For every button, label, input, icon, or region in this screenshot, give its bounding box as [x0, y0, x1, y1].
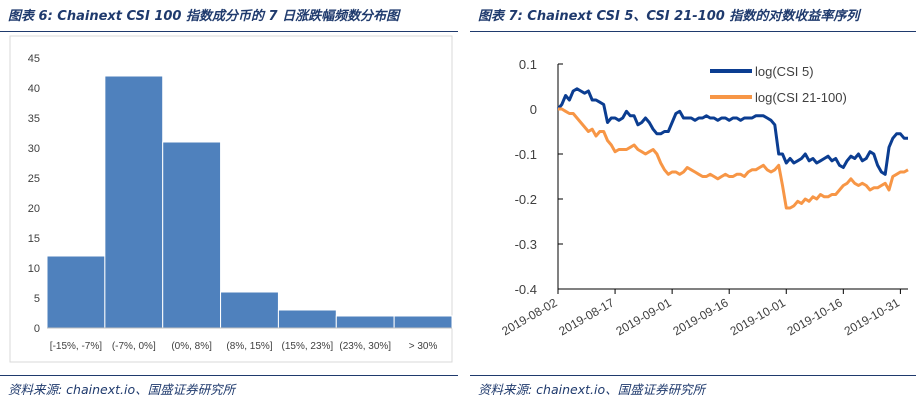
histogram-bar: [104, 75, 164, 329]
y-tick-label: 0.1: [519, 57, 537, 72]
histogram-bar: [162, 141, 222, 329]
y-tick-label: 0: [530, 102, 537, 117]
histogram-bar: [393, 315, 453, 329]
x-tick-label: [-15%, -7%]: [50, 341, 102, 352]
x-tick-label: 2019-10-16: [785, 295, 845, 338]
x-tick-label: 2019-08-17: [556, 295, 616, 338]
log-return-source: 资料来源: chainext.io、国盛证券研究所: [478, 382, 706, 397]
y-tick-label: 10: [28, 263, 40, 275]
title-rule: [470, 31, 916, 32]
x-tick-label: > 30%: [409, 341, 438, 352]
histogram-bar: [220, 291, 279, 329]
x-tick-label: 2019-08-02: [499, 295, 559, 338]
y-tick-label: 35: [28, 113, 40, 125]
histogram-figure-title: 图表 6: Chainext CSI 100 指数成分币的 7 日涨跌幅频数分布…: [8, 9, 400, 24]
y-tick-label: 0: [34, 323, 40, 335]
title-rule: [0, 31, 458, 32]
y-tick-label: -0.4: [515, 282, 537, 297]
histogram-chart: 0 5 10 15 20 25 30 35 40 45 [-15%, -7%] (-7%, 0%] (0…: [9, 35, 453, 363]
x-tick-label: (8%, 15%]: [226, 341, 272, 352]
x-tick-label: (15%, 23%]: [282, 341, 334, 352]
histogram-bar: [46, 255, 106, 329]
x-tick-label: 2019-09-01: [613, 295, 673, 338]
log-return-figure-title: 图表 7: Chainext CSI 5、CSI 21-100 指数的对数收益率…: [478, 9, 860, 24]
x-tick-label: (23%, 30%]: [339, 341, 391, 352]
log-return-chart: 0.1 0 -0.1 -0.2 -0.3 -0.42019-08-022019-08-17…: [499, 57, 909, 338]
bottom-rule: [0, 375, 458, 376]
y-tick-label: 5: [34, 293, 40, 305]
bottom-rule: [470, 375, 916, 376]
x-tick-label: 2019-09-16: [671, 295, 731, 338]
x-tick-label: (-7%, 0%]: [112, 341, 156, 352]
plot-frame: [9, 35, 453, 363]
y-tick-label: 15: [28, 233, 40, 245]
y-tick-label: -0.2: [515, 192, 537, 207]
y-tick-label: 40: [28, 83, 40, 95]
legend-label: log(CSI 5): [755, 64, 814, 79]
y-tick-label: -0.3: [515, 237, 537, 252]
histogram-bar: [277, 309, 337, 329]
histogram-source: 资料来源: chainext.io、国盛证券研究所: [8, 382, 236, 397]
x-tick-label: 2019-10-01: [728, 295, 788, 338]
csi21-100-line: [558, 107, 909, 210]
histogram-panel: 图表 6: Chainext CSI 100 指数成分币的 7 日涨跌幅频数分布…: [0, 9, 458, 397]
csi5-line: [556, 87, 908, 176]
x-tick-label: 2019-10-31: [842, 295, 902, 338]
y-tick-label: 30: [28, 143, 40, 155]
y-tick-label: 25: [28, 173, 40, 185]
y-tick-label: 45: [28, 53, 40, 65]
legend-label: log(CSI 21-100): [755, 90, 847, 105]
x-tick-label: (0%, 8%]: [171, 341, 212, 352]
y-tick-label: -0.1: [515, 147, 537, 162]
log-return-panel: 图表 7: Chainext CSI 5、CSI 21-100 指数的对数收益率…: [470, 0, 916, 403]
histogram-bar: [335, 315, 395, 329]
y-tick-label: 20: [28, 203, 40, 215]
